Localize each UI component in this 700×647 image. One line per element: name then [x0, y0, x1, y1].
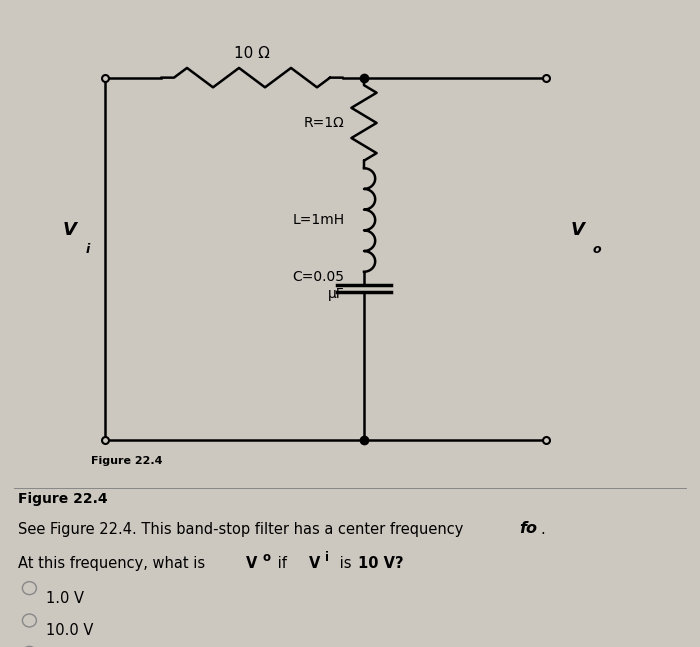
- Text: R=1Ω: R=1Ω: [304, 116, 344, 130]
- Text: i: i: [85, 243, 90, 256]
- Text: is: is: [335, 556, 356, 571]
- Text: 10 V?: 10 V?: [358, 556, 404, 571]
- Text: 10.0 V: 10.0 V: [46, 623, 93, 638]
- Text: o: o: [593, 243, 601, 256]
- Text: Figure 22.4: Figure 22.4: [91, 456, 162, 466]
- Text: 1.0 V: 1.0 V: [46, 591, 83, 606]
- Text: See Figure 22.4. This band-stop filter has a center frequency: See Figure 22.4. This band-stop filter h…: [18, 522, 468, 537]
- Text: o: o: [262, 551, 270, 564]
- Text: 10 Ω: 10 Ω: [234, 47, 270, 61]
- Text: .: .: [540, 522, 545, 537]
- Text: C=0.05
μF: C=0.05 μF: [293, 270, 344, 301]
- Text: V: V: [309, 556, 321, 571]
- Text: V: V: [63, 221, 77, 239]
- Text: V: V: [570, 221, 584, 239]
- Text: L=1mH: L=1mH: [293, 213, 344, 227]
- Text: V: V: [246, 556, 258, 571]
- Text: At this frequency, what is: At this frequency, what is: [18, 556, 209, 571]
- Text: Figure 22.4: Figure 22.4: [18, 492, 107, 506]
- Text: if: if: [273, 556, 296, 571]
- Text: i: i: [326, 551, 330, 564]
- Text: fo: fo: [519, 521, 538, 536]
